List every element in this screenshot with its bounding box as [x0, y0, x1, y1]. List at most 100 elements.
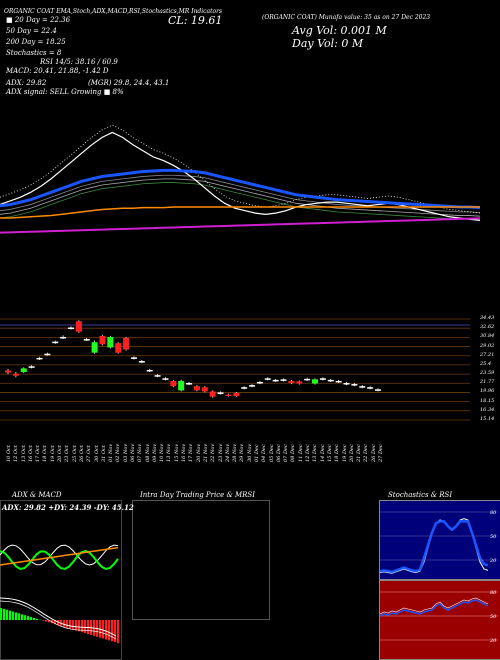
macd-bar [84, 620, 87, 634]
macd-bar [75, 620, 78, 631]
macd-bar [9, 610, 12, 620]
macd-bar [42, 620, 45, 621]
macd-bar [12, 611, 15, 620]
macd-bar [69, 620, 72, 629]
price-tick-label: 27.21 [480, 351, 495, 358]
price-tick-label: 21.77 [480, 379, 495, 386]
price-tick-label: 23.59 [480, 370, 495, 377]
avg-volume: Avg Vol: 0.001 M [292, 24, 387, 37]
adx-line [0, 546, 119, 566]
intra-panel [132, 500, 270, 620]
price-tick-label: 16.34 [480, 406, 495, 413]
candle-body [209, 391, 216, 397]
price-tick-label: 29.02 [480, 342, 495, 349]
dmi-label: (MGR) 29.8, 24.4, 43.1 [88, 79, 170, 87]
top-strip: ORGANIC COAT EMA,Stoch,ADX,MACD,RSI,Stoc… [4, 8, 223, 15]
ema-line-magenta [0, 217, 481, 234]
stoch-label: Stochastics = 8 [6, 49, 62, 57]
candle-body [241, 387, 248, 389]
candle-body [272, 379, 279, 382]
rsi-avg-line [379, 597, 489, 615]
stoch-panel-title: Stochastics & RSI [388, 491, 453, 499]
stoch-d-line [379, 520, 489, 574]
adx-signal: ADX signal: SELL Growing ■ 8% [6, 88, 124, 96]
adx-panel-title: ADX & MACD [12, 491, 62, 499]
macd-bar [105, 620, 108, 640]
ema50-label: 50 Day = 22.4 [6, 27, 57, 35]
candle-body [115, 343, 122, 353]
candle-body [44, 353, 51, 356]
munafa-line: (ORGANIC COAT) Munafa value: 35 as on 27… [262, 14, 431, 21]
close-price: CL: 19.61 [168, 14, 223, 27]
candle-body [351, 384, 358, 386]
candle-body [249, 385, 256, 387]
candle-body [256, 381, 263, 384]
candle-body [319, 378, 326, 380]
price-tick-label: 34.43 [480, 315, 495, 321]
ema20-label: ■ 20 Day = 22.36 [6, 16, 71, 24]
macd-bar [24, 615, 27, 620]
dotted-ema-line [0, 124, 481, 214]
ema-line-blue [0, 168, 481, 210]
candle-body [146, 369, 153, 372]
price-tick-label: 18.15 [480, 397, 495, 404]
aux-ema-line [0, 174, 481, 213]
macd-bar [6, 609, 9, 620]
candle-body [296, 381, 303, 384]
adx-values: ADX: 29.82 +DY: 24.39 -DY: 45.12 [2, 503, 134, 512]
macd-bar [63, 620, 66, 627]
candle-body [75, 321, 82, 332]
candle-body [60, 336, 67, 339]
adx-line [0, 549, 119, 571]
candle-body [233, 392, 240, 397]
ema-line-white [0, 131, 481, 222]
adx-panel [0, 500, 122, 660]
candle-body [178, 380, 185, 391]
candle-body [312, 379, 319, 384]
aux-ema-line [0, 182, 481, 221]
rsi-panel [379, 580, 500, 660]
macd-bar [15, 612, 18, 620]
candle-body [5, 370, 11, 373]
main-chart [0, 124, 481, 421]
macd-bar [108, 620, 111, 641]
rsi-line [379, 599, 489, 617]
stoch-level-label: 50 [490, 534, 497, 540]
macd-bar [45, 620, 48, 622]
macd-bar [66, 620, 69, 628]
intra-panel-title: Intra Day Trading Price & MRSI [140, 491, 255, 499]
macd-bar [72, 620, 75, 630]
macd-bar [78, 620, 81, 632]
candle-body [335, 380, 342, 383]
macd-bar [48, 620, 51, 623]
rsi-level-label: 20 [489, 638, 497, 644]
candle-body [343, 383, 350, 385]
candle-body [201, 387, 208, 392]
candle-body [217, 392, 224, 394]
price-tick-label: 30.84 [480, 333, 495, 340]
candle-body [138, 361, 145, 363]
macd-bar [117, 620, 120, 644]
candle-body [123, 338, 130, 350]
candle-body [12, 373, 19, 376]
macd-bar [36, 618, 39, 620]
macd-bar [27, 616, 30, 620]
candle-body [83, 339, 90, 341]
macd-bar [0, 608, 3, 620]
ema-line-orange [0, 206, 480, 219]
macd-line [0, 597, 117, 637]
candle-body [304, 378, 311, 381]
day-volume: Day Vol: 0 M [292, 37, 364, 50]
candle-body [162, 378, 169, 380]
macd-label: MACD: 20.41, 21.88, -1.42 D [6, 67, 109, 75]
stoch-level-label: 80 [490, 510, 497, 516]
rsi-level-label: 50 [490, 614, 497, 620]
macd-bar [18, 613, 21, 620]
candle-body [154, 375, 161, 377]
rsi-level-label: 80 [490, 590, 497, 596]
macd-bar [81, 620, 84, 633]
macd-bar [111, 620, 114, 642]
adx-label: ADX: 29.82 [6, 79, 47, 87]
candle-body [52, 341, 59, 344]
